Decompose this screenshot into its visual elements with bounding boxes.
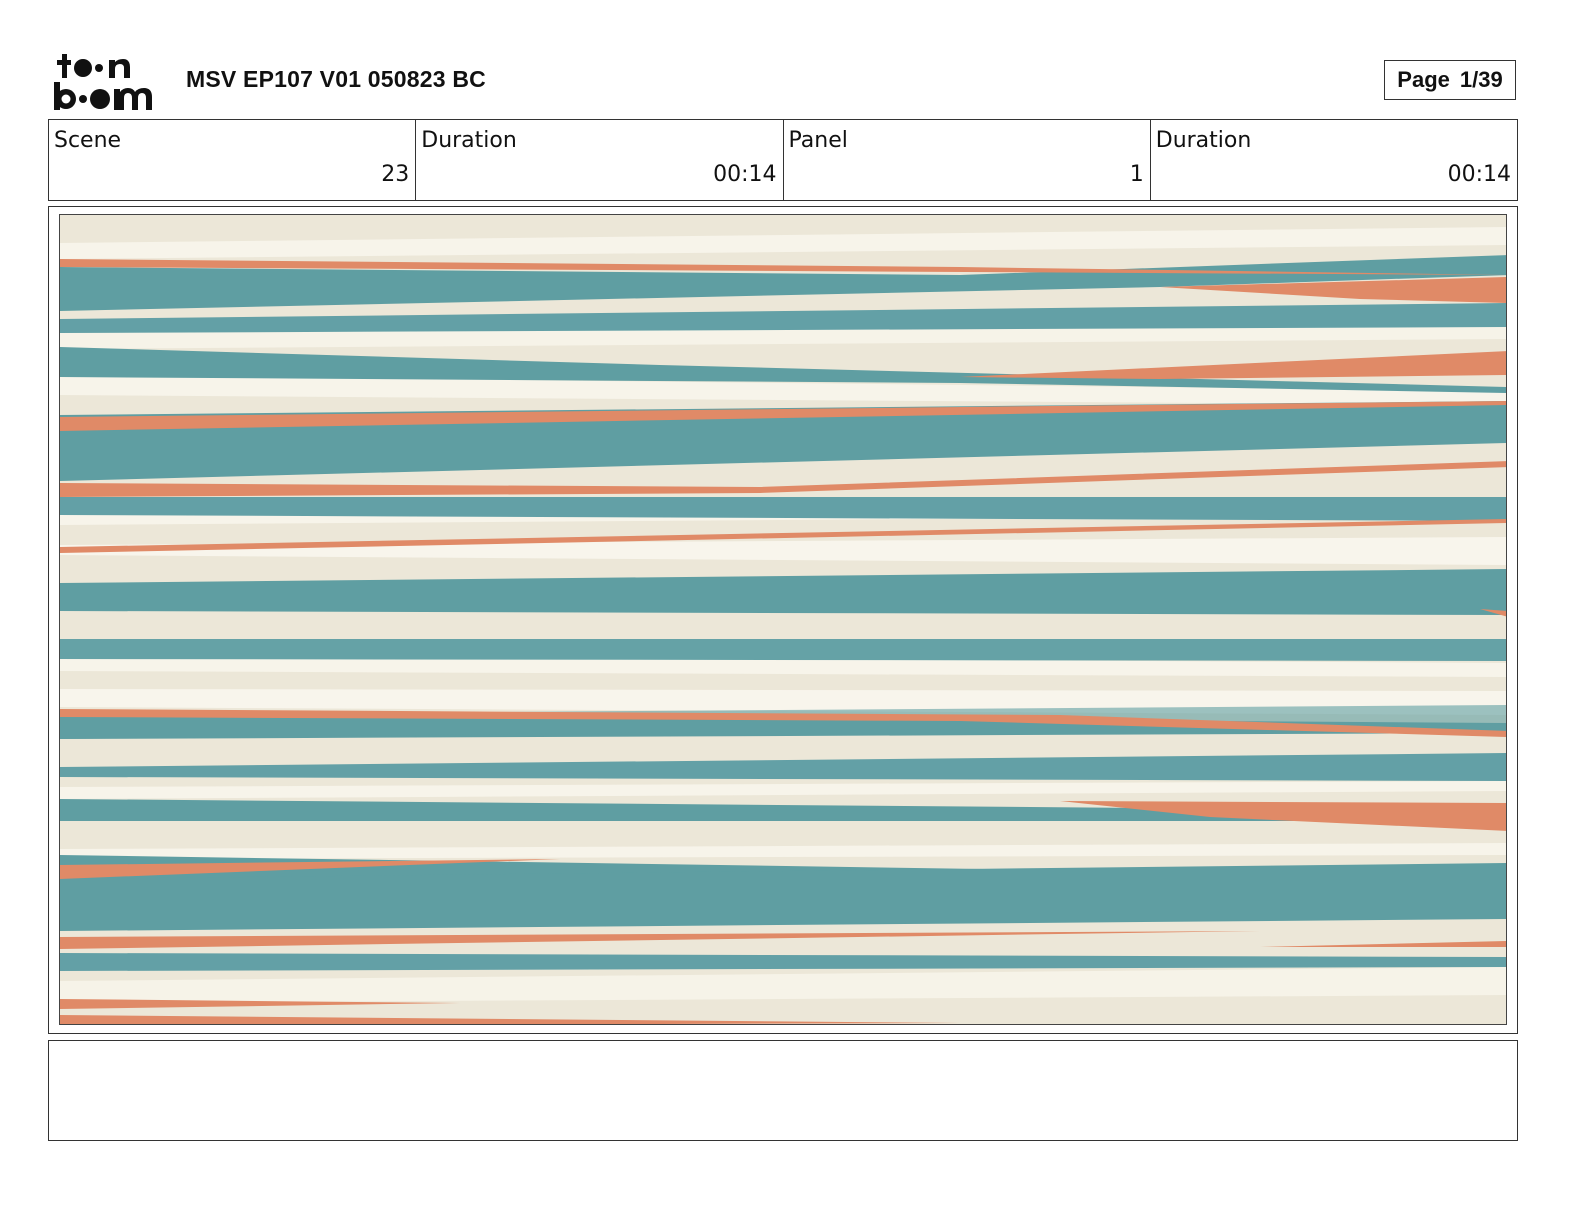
panel-info-row: Scene 23 Duration 00:14 Panel 1 Duration… [48, 119, 1518, 201]
panel-duration-value: 00:14 [1447, 162, 1511, 187]
page-indicator: Page 1/39 [1384, 60, 1516, 100]
panel-value: 1 [1129, 162, 1144, 187]
panel-duration-cell: Duration 00:14 [1151, 120, 1517, 200]
scene-duration-label: Duration [421, 128, 517, 153]
scene-value: 23 [381, 162, 410, 187]
document-title: MSV EP107 V01 050823 BC [186, 66, 486, 92]
page-label: Page [1397, 67, 1450, 92]
panel-duration-label: Duration [1155, 128, 1252, 153]
scene-duration-value: 00:14 [713, 162, 777, 187]
scene-label: Scene [54, 128, 122, 153]
panel-cell: Panel 1 [784, 120, 1151, 200]
storyboard-panel-frame [48, 206, 1518, 1034]
panel-label: Panel [788, 128, 848, 153]
panel-notes-box [48, 1040, 1518, 1141]
scene-duration-cell: Duration 00:14 [416, 120, 784, 200]
toon-boom-logo [52, 52, 164, 112]
scene-cell: Scene 23 [49, 120, 417, 200]
storyboard-panel-image [59, 214, 1507, 1025]
page-number: 1/39 [1459, 67, 1503, 92]
